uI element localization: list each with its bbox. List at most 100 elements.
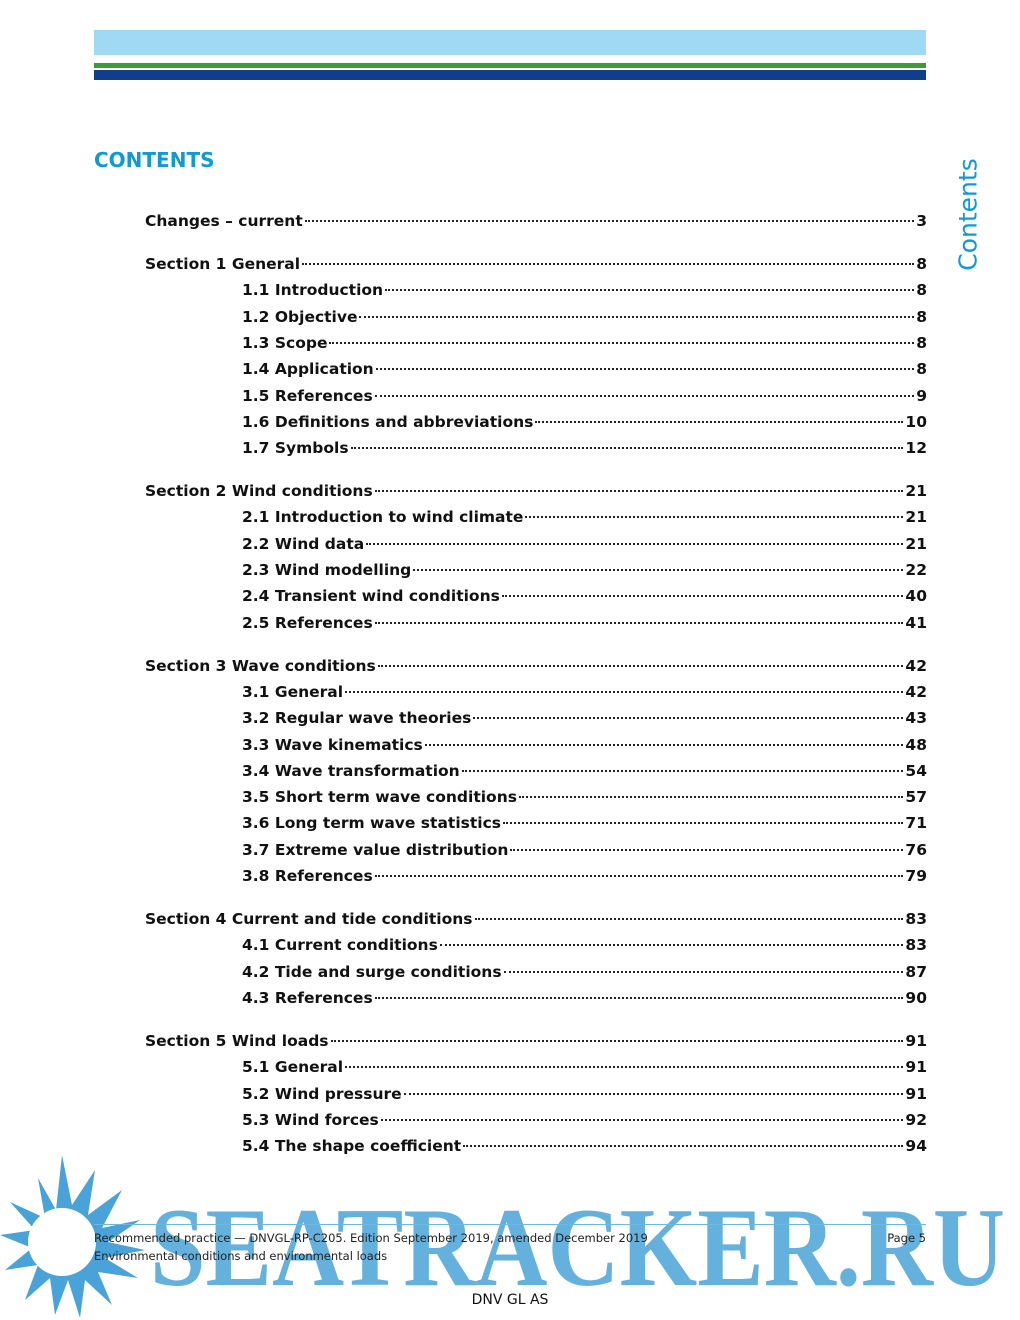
entry-label: 1.6 Definitions and abbreviations	[242, 412, 534, 431]
entry-page: 8	[916, 281, 927, 300]
entry-label: 1.7 Symbols	[242, 439, 349, 458]
entry-label: 5.4 The shape coefficient	[242, 1137, 462, 1156]
leader	[525, 516, 904, 519]
leader	[510, 848, 904, 851]
leader	[377, 664, 904, 667]
section-entry: Section 1 General 8	[145, 255, 927, 277]
leader	[374, 394, 915, 397]
subsection-entry: 1.7 Symbols 12	[242, 439, 927, 461]
entry-page: 3	[916, 212, 927, 230]
leader	[461, 769, 904, 772]
leader	[503, 822, 904, 825]
entry-page: 92	[905, 1110, 927, 1129]
watermark-layer: SEATRACKER.RU	[0, 1155, 1005, 1318]
leader	[374, 875, 904, 877]
title: CONTENTS	[94, 148, 215, 172]
subsection-entry: 3.4 Wave transformation 54	[242, 762, 927, 784]
entry-label: Section 2 Wind conditions	[145, 482, 373, 501]
leader	[380, 1118, 904, 1121]
entry-page: 48	[905, 735, 927, 754]
leader	[474, 918, 904, 920]
entry-page: 79	[905, 867, 927, 885]
subsection-entry: 1.2 Objective 8	[242, 308, 927, 330]
subsection-entry: 2.4 Transient wind conditions 40	[242, 587, 927, 609]
footer-text: Environmental conditions and environment…	[94, 1249, 388, 1263]
entry-label: 3.7 Extreme value distribution	[242, 840, 509, 859]
leader	[345, 1066, 904, 1069]
watermark-text: SEATRACKER.RU	[150, 1186, 1005, 1310]
entry-label: 4.3 References	[242, 988, 373, 1007]
entry-page: 21	[905, 508, 927, 527]
subsection-entry: 1.6 Definitions and abbreviations 10	[242, 413, 927, 435]
entry-label: 3.5 Short term wave conditions	[242, 788, 517, 807]
entry-page: 83	[905, 910, 927, 928]
subsection-entry: 4.2 Tide and surge conditions 87	[242, 963, 927, 985]
subsection-entry: 2.3 Wind modelling 22	[242, 561, 927, 583]
entry-label: 1.3 Scope	[242, 333, 328, 352]
subsection-entry: 4.1 Current conditions 83	[242, 936, 927, 958]
entry-label: 5.1 General	[242, 1058, 344, 1077]
entry-page: 94	[905, 1137, 927, 1156]
entry-page: 91	[905, 1058, 927, 1077]
side-tab: Contents	[953, 158, 983, 271]
entry-label: 3.1 General	[242, 682, 344, 701]
subsection-entry: 3.6 Long term wave statistics 71	[242, 814, 927, 836]
entry-page: 41	[905, 613, 927, 632]
entry-label: 3.6 Long term wave statistics	[242, 814, 501, 833]
leader	[503, 970, 904, 973]
entry-page: 87	[905, 962, 927, 981]
entry-label: 2.4 Transient wind conditions	[242, 587, 500, 606]
entry-page: 8	[916, 333, 927, 352]
entry-label: 4.2 Tide and surge conditions	[242, 962, 502, 981]
entry-label: 3.8 References	[242, 867, 373, 885]
entry-page: 43	[905, 709, 927, 728]
entry-page: 42	[905, 656, 927, 675]
leader	[375, 368, 915, 371]
entry-label: Section 1 General	[145, 255, 301, 273]
entry-label: Changes – current	[145, 212, 303, 230]
entry-page: 54	[905, 761, 927, 780]
header-bar	[94, 30, 926, 55]
leader	[304, 220, 915, 222]
section-entry: Section 2 Wind conditions 21	[145, 482, 927, 504]
entry-page: 21	[905, 482, 927, 501]
leader	[302, 263, 915, 265]
entry-page: 76	[905, 840, 927, 859]
entry-page: 71	[905, 814, 927, 833]
entry-page: 12	[905, 439, 927, 458]
leader	[330, 1039, 904, 1042]
entry-label: Section 5 Wind loads	[145, 1031, 329, 1050]
entry-page: 8	[916, 307, 927, 326]
subsection-entry: 4.3 References 90	[242, 989, 927, 1011]
subsection-entry: 3.5 Short term wave conditions 57	[242, 788, 927, 810]
leader	[424, 743, 904, 746]
leader	[374, 996, 904, 999]
entry-page: 90	[905, 988, 927, 1007]
entry-label: 3.2 Regular wave theories	[242, 709, 472, 728]
entry-page: 8	[916, 255, 927, 273]
leader	[473, 717, 904, 720]
entry-label: 2.2 Wind data	[242, 534, 365, 553]
subsection-entry: 2.1 Introduction to wind climate 21	[242, 508, 927, 530]
leader	[345, 690, 904, 693]
leader	[535, 420, 904, 423]
subsection-entry: 3.8 References 79	[242, 867, 927, 889]
leader	[359, 315, 915, 318]
entry-label: Section 4 Current and tide conditions	[145, 910, 473, 928]
subsection-entry: 2.5 References 41	[242, 614, 927, 636]
entry-label: 1.4 Application	[242, 360, 374, 379]
leader	[374, 490, 904, 493]
entry-label: 1.1 Introduction	[242, 281, 384, 300]
entry-page: 21	[905, 534, 927, 553]
leader	[501, 595, 904, 598]
watermark-logo	[28, 1208, 96, 1276]
subsection-entry: 1.1 Introduction 8	[242, 281, 927, 303]
section-entry: Changes – current 3	[145, 212, 927, 234]
entry-label: 5.2 Wind pressure	[242, 1084, 402, 1103]
subsection-entry: 2.2 Wind data 21	[242, 535, 927, 557]
entry-label: 5.3 Wind forces	[242, 1110, 379, 1129]
leader	[439, 944, 904, 947]
header-stripe	[94, 70, 926, 80]
entry-label: 1.5 References	[242, 386, 373, 405]
